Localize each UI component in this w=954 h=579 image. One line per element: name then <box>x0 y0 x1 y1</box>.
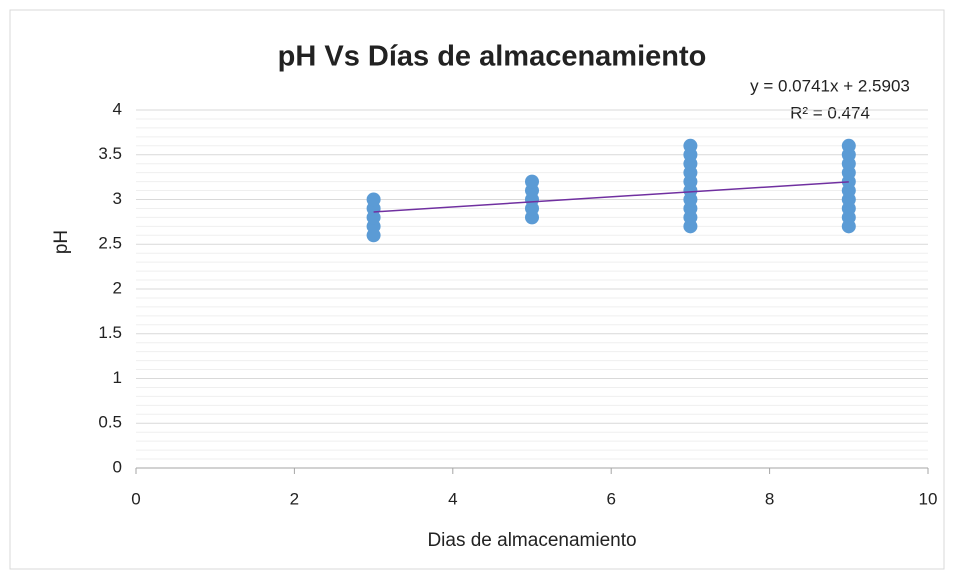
y-tick-label: 1 <box>113 368 122 387</box>
x-tick-label: 8 <box>765 489 774 508</box>
x-tick-label: 6 <box>606 489 615 508</box>
point <box>841 138 856 153</box>
x-tick-label: 0 <box>131 489 140 508</box>
y-tick-label: 3 <box>113 189 122 208</box>
y-tick-label: 0.5 <box>98 413 122 432</box>
x-tick-label: 2 <box>290 489 299 508</box>
trendline-equation: y = 0.0741x + 2.5903 <box>750 76 910 95</box>
x-axis-label: Dias de almacenamiento <box>427 530 636 551</box>
r-squared: R² = 0.474 <box>790 103 870 122</box>
x-tick-label: 4 <box>448 489 457 508</box>
y-tick-label: 3.5 <box>98 144 122 163</box>
y-tick-label: 0 <box>113 457 122 476</box>
chart-title: pH Vs Días de almacenamiento <box>278 41 707 73</box>
y-tick-label: 2 <box>113 278 122 297</box>
y-axis-label: pH <box>51 230 72 254</box>
point <box>366 192 381 207</box>
point <box>525 174 539 189</box>
y-tick-label: 2.5 <box>98 234 122 253</box>
x-tick-label: 10 <box>919 489 938 508</box>
trendline <box>373 181 849 213</box>
y-tick-label: 4 <box>113 99 122 118</box>
point <box>683 138 698 153</box>
y-tick-label: 1.5 <box>98 323 122 342</box>
